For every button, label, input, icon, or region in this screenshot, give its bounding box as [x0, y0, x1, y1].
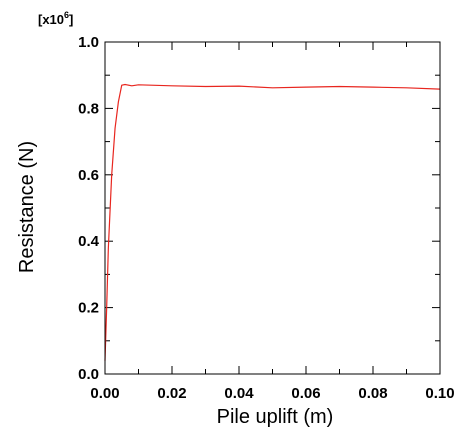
- x-axis-title: Pile uplift (m): [217, 406, 334, 428]
- x-tick-labels: 0.00 0.02 0.04 0.06 0.08 0.10: [90, 385, 454, 402]
- multiplier-exponent: 6: [64, 10, 69, 20]
- multiplier-suffix: ]: [69, 12, 73, 27]
- series-line-1: [104, 83, 441, 361]
- multiplier-prefix: [x10: [38, 12, 64, 27]
- x-tick-label: 0.04: [224, 385, 254, 402]
- series-layer: [104, 83, 441, 361]
- y-axis-title: Resistance (N): [16, 141, 38, 273]
- y-tick-label: 0.0: [78, 366, 99, 383]
- x-ticks: [104, 42, 441, 374]
- x-tick-label: 0.08: [358, 385, 387, 402]
- y-tick-label: 0.8: [78, 100, 99, 117]
- x-tick-label: 0.00: [90, 385, 119, 402]
- x-tick-label: 0.02: [157, 385, 186, 402]
- y-tick-label: 0.4: [78, 233, 100, 250]
- y-tick-label: 0.2: [78, 300, 99, 317]
- y-tick-label: 0.6: [78, 167, 99, 184]
- y-tick-labels: 0.0 0.2 0.4 0.6 0.8 1.0: [78, 34, 100, 383]
- y-ticks: [105, 41, 440, 375]
- y-axis-multiplier: [x106]: [38, 10, 73, 27]
- y-tick-label: 1.0: [78, 34, 99, 51]
- plot-frame: [104, 41, 441, 375]
- x-tick-label: 0.10: [425, 385, 454, 402]
- x-tick-label: 0.06: [291, 385, 320, 402]
